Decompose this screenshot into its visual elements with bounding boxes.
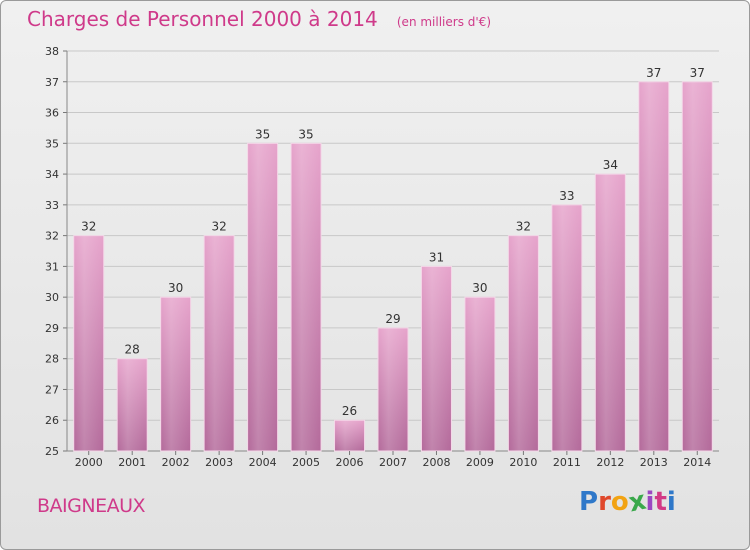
bar-gloss xyxy=(551,204,582,451)
logo-letter: o xyxy=(610,487,629,517)
data-label: 34 xyxy=(603,158,618,172)
y-tick-label: 34 xyxy=(45,168,59,181)
x-tick-label: 2000 xyxy=(75,456,103,469)
x-tick-label: 2002 xyxy=(162,456,190,469)
data-label: 33 xyxy=(559,189,574,203)
logo-letter: P xyxy=(579,487,599,517)
x-tick-label: 2001 xyxy=(118,456,146,469)
logo-letter: i xyxy=(645,487,655,517)
x-tick-label: 2007 xyxy=(379,456,407,469)
y-tick-label: 33 xyxy=(45,199,59,212)
bar-gloss xyxy=(73,235,104,451)
commune-name: BAIGNEAUX xyxy=(37,495,146,517)
data-label: 32 xyxy=(211,220,226,234)
data-label: 31 xyxy=(429,250,444,264)
bars: 32 28 30 32 35 35 26 29 31 30 32 33 34 37 37 xyxy=(73,66,713,452)
y-tick-label: 36 xyxy=(45,107,59,120)
x-tick-label: 2006 xyxy=(336,456,364,469)
y-tick-label: 38 xyxy=(45,45,59,58)
x-tick-label: 2010 xyxy=(509,456,537,469)
bar-gloss xyxy=(117,358,148,451)
x-axis: 2000 2001 2002 2003 2004 2005 2006 2007 2008 2009… xyxy=(75,451,711,469)
x-tick-label: 2011 xyxy=(553,456,581,469)
data-label: 28 xyxy=(125,343,140,357)
bar-gloss xyxy=(204,235,235,451)
bar-gloss xyxy=(682,81,713,452)
bar-gloss xyxy=(508,235,539,451)
bar-gloss xyxy=(334,420,365,451)
y-tick-label: 26 xyxy=(45,414,59,427)
x-tick-label: 2013 xyxy=(640,456,668,469)
data-label: 35 xyxy=(298,127,313,141)
bar-gloss xyxy=(378,327,408,451)
y-tick-label: 25 xyxy=(45,445,59,458)
data-label: 37 xyxy=(690,66,705,80)
proxiti-logo: Proxiti xyxy=(579,486,676,519)
x-tick-label: 2009 xyxy=(466,456,494,469)
title-row: Charges de Personnel 2000 à 2014 (en mil… xyxy=(27,7,491,31)
data-label: 32 xyxy=(81,220,96,234)
data-label: 37 xyxy=(646,66,661,80)
data-label: 26 xyxy=(342,404,357,418)
bar-gloss xyxy=(595,174,626,452)
data-label: 35 xyxy=(255,127,270,141)
y-tick-label: 27 xyxy=(45,383,59,396)
chart-subtitle: (en milliers d'€) xyxy=(396,15,491,29)
y-tick-label: 31 xyxy=(45,260,59,273)
x-tick-label: 2012 xyxy=(596,456,624,469)
y-tick-label: 37 xyxy=(45,76,59,89)
x-tick-label: 2003 xyxy=(205,456,233,469)
x-tick-label: 2004 xyxy=(249,456,277,469)
y-tick-label: 35 xyxy=(45,137,59,150)
x-tick-label: 2008 xyxy=(422,456,450,469)
data-label: 29 xyxy=(385,312,400,326)
bar-gloss xyxy=(160,297,191,451)
logo-letter: r xyxy=(598,487,611,517)
bar-gloss xyxy=(291,143,322,452)
bar-gloss xyxy=(464,297,495,451)
data-label: 30 xyxy=(168,281,183,295)
logo-letter: t xyxy=(654,487,667,517)
y-tick-label: 30 xyxy=(45,291,59,304)
y-tick-label: 29 xyxy=(45,322,59,335)
bar-gloss xyxy=(247,143,278,452)
data-label: 32 xyxy=(516,220,531,234)
y-tick-label: 28 xyxy=(45,353,59,366)
logo-letter: i xyxy=(666,487,676,517)
x-tick-label: 2005 xyxy=(292,456,320,469)
bar-gloss xyxy=(638,81,669,452)
bar-gloss xyxy=(421,266,452,451)
data-label: 30 xyxy=(472,281,487,295)
x-tick-label: 2014 xyxy=(683,456,711,469)
y-tick-label: 32 xyxy=(45,230,59,243)
chart-title: Charges de Personnel 2000 à 2014 xyxy=(27,7,378,31)
